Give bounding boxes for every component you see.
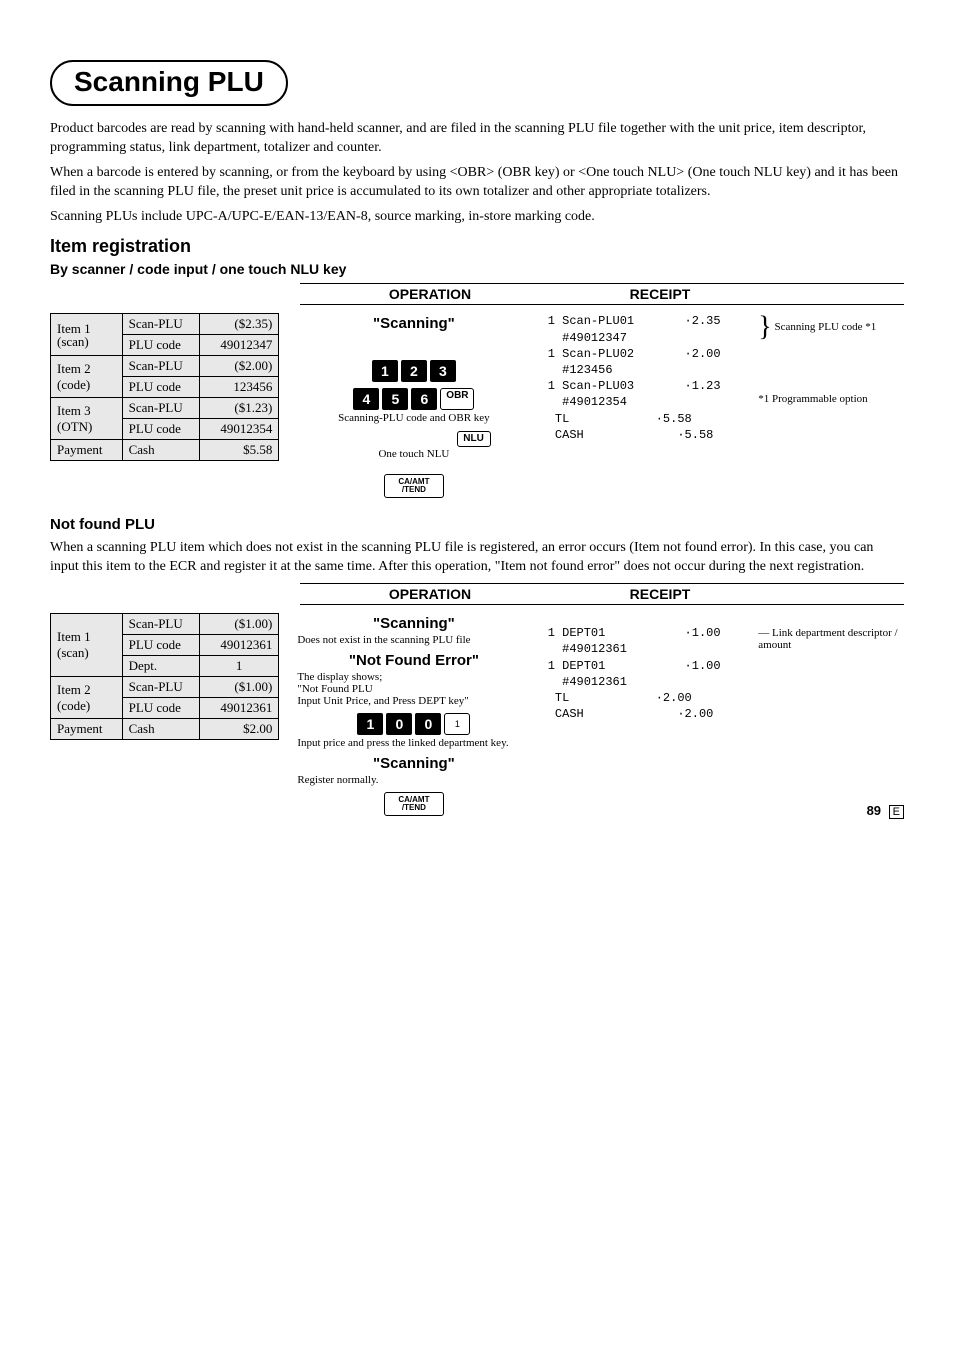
dept-key[interactable]: 1 (444, 713, 470, 735)
caption-nlu: One touch NLU (297, 448, 530, 460)
num-key[interactable]: 1 (357, 713, 383, 735)
operation-header: OPERATION (300, 284, 560, 304)
ca-amt-tend-key-b[interactable]: CA/AMT /TEND (384, 792, 444, 816)
obr-key[interactable]: OBR (440, 388, 474, 410)
num-key[interactable]: 5 (382, 388, 408, 410)
table-row: Item 3(OTN)Scan-PLU($1.23) (51, 398, 279, 419)
num-key[interactable]: 0 (415, 713, 441, 735)
caption-obr: Scanning-PLU code and OBR key (297, 412, 530, 424)
not-found-text: When a scanning PLU item which does not … (50, 539, 904, 577)
table-row: Item 2(code)Scan-PLU($1.00) (51, 677, 279, 698)
annot-link-dept: — Link department descriptor / amount (758, 627, 904, 651)
example-a: Item 1(scan)Scan-PLU($2.35) PLU code4901… (50, 313, 904, 498)
caption-b1: Does not exist in the scanning PLU file (297, 634, 530, 646)
op-receipt-header-1: OPERATION RECEIPT (300, 283, 904, 305)
annotations-a: } Scanning PLU code *1 *1 Programmable o… (758, 313, 904, 407)
operation-col-a: "Scanning" 1 2 3 4 5 6 OBR Scanning-PLU … (297, 313, 530, 498)
scanning-label-b2: "Scanning" (297, 755, 530, 772)
caption-b3: Input price and press the linked departm… (297, 737, 530, 749)
num-key[interactable]: 6 (411, 388, 437, 410)
num-key[interactable]: 3 (430, 360, 456, 382)
num-key[interactable]: 4 (353, 388, 379, 410)
intro-text-2: When a barcode is entered by scanning, o… (50, 164, 904, 202)
data-table-b: Item 1(scan)Scan-PLU($1.00) PLU code4901… (50, 613, 279, 740)
receipt-header: RECEIPT (560, 284, 760, 304)
data-table-a: Item 1(scan)Scan-PLU($2.35) PLU code4901… (50, 313, 279, 461)
page-title-box: Scanning PLU (50, 60, 288, 106)
not-found-error-label: "Not Found Error" (297, 652, 530, 669)
keypad-row-b: 1 0 0 1 (297, 713, 530, 735)
op-receipt-header-2: OPERATION RECEIPT (300, 583, 904, 605)
caption-b4: Register normally. (297, 774, 530, 786)
receipt-header-2: RECEIPT (560, 584, 760, 604)
page-number: 89 E (867, 803, 904, 818)
caption-b2: The display shows; "Not Found PLU Input … (297, 671, 530, 707)
table-row: Item 1(scan)Scan-PLU($1.00) (51, 614, 279, 635)
operation-col-b: "Scanning" Does not exist in the scannin… (297, 613, 530, 816)
subsection-scanner: By scanner / code input / one touch NLU … (50, 261, 904, 277)
num-key[interactable]: 2 (401, 360, 427, 382)
nlu-key[interactable]: NLU (457, 431, 491, 447)
receipt-a: 1 Scan-PLU01 ·2.35 #49012347 1 Scan-PLU0… (541, 313, 755, 443)
receipt-b: 1 DEPT01 ·1.00 #49012361 1 DEPT01 ·1.00 … (541, 625, 755, 722)
keypad-row-2: 4 5 6 OBR (297, 388, 530, 410)
section-not-found: Not found PLU (50, 516, 904, 533)
num-key[interactable]: 1 (372, 360, 398, 382)
intro-text-1: Product barcodes are read by scanning wi… (50, 120, 904, 158)
annot-scanning-code: } Scanning PLU code *1 (758, 321, 904, 333)
page-title: Scanning PLU (74, 66, 264, 98)
annotations-b: — Link department descriptor / amount (758, 613, 904, 653)
section-item-registration: Item registration (50, 236, 904, 257)
annot-programmable: *1 Programmable option (758, 393, 904, 405)
table-row: Item 1(scan)Scan-PLU($2.35) (51, 314, 279, 335)
table-row: PaymentCash$2.00 (51, 719, 279, 740)
scanning-label-b1: "Scanning" (297, 615, 530, 632)
intro-text-3: Scanning PLUs include UPC-A/UPC-E/EAN-13… (50, 208, 904, 227)
table-row: PaymentCash$5.58 (51, 440, 279, 461)
keypad-row-1: 1 2 3 (297, 360, 530, 382)
example-b: Item 1(scan)Scan-PLU($1.00) PLU code4901… (50, 613, 904, 816)
ca-amt-tend-key[interactable]: CA/AMT /TEND (384, 474, 444, 498)
table-row: Item 2(code)Scan-PLU($2.00) (51, 356, 279, 377)
scanning-label: "Scanning" (297, 315, 530, 332)
num-key[interactable]: 0 (386, 713, 412, 735)
operation-header-2: OPERATION (300, 584, 560, 604)
